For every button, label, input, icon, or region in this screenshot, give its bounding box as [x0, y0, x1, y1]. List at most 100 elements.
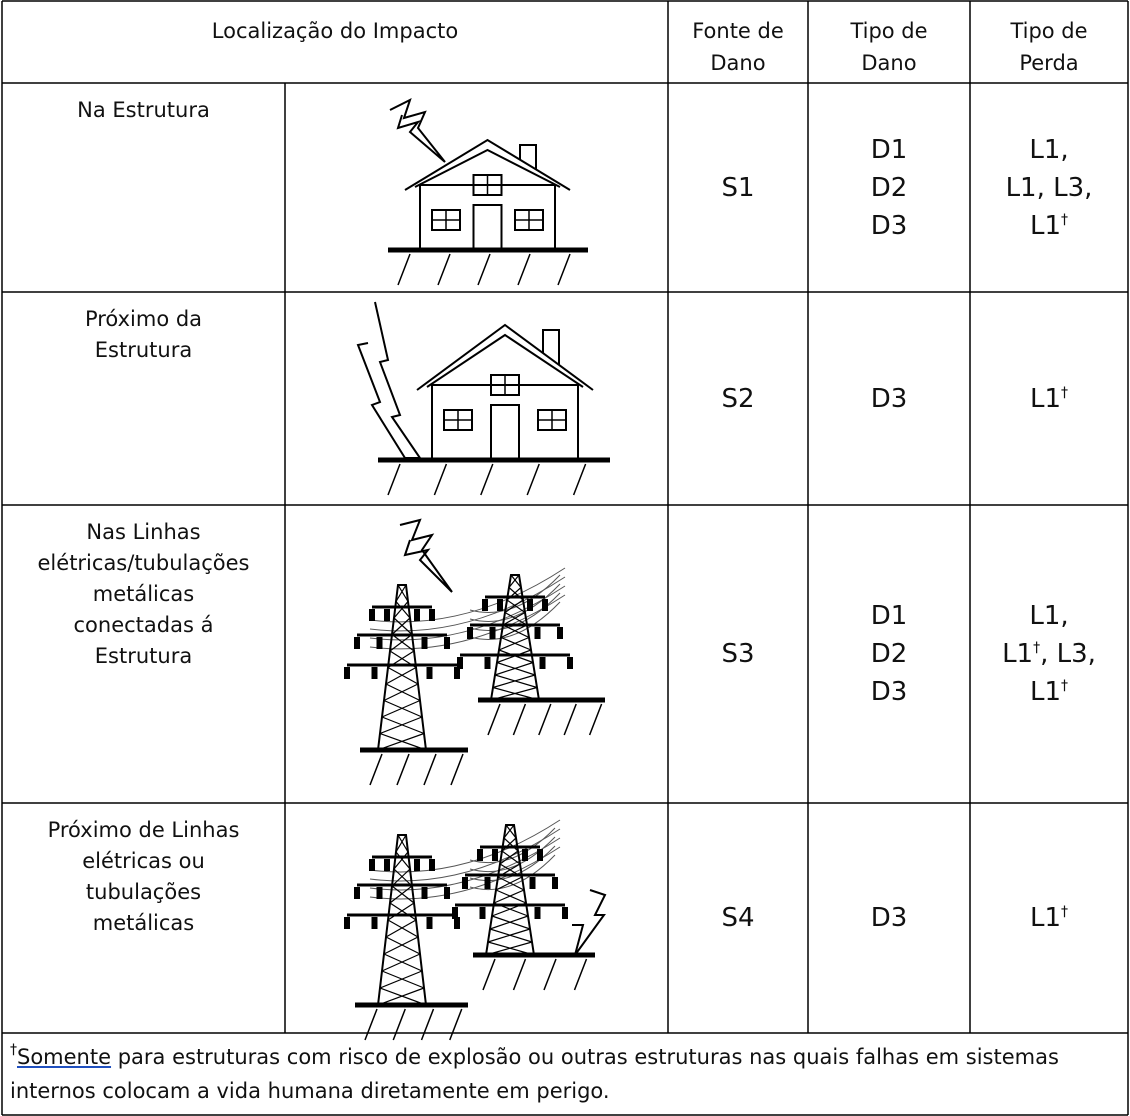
tower-brace	[389, 902, 417, 921]
roof	[404, 138, 571, 191]
tower-brace	[381, 716, 425, 735]
tower-brace	[391, 868, 411, 887]
roof	[416, 323, 594, 391]
tower-brace	[495, 876, 523, 891]
text-line: Fonte de	[692, 19, 784, 43]
text-line: tubulações	[85, 880, 202, 904]
tower-brace	[381, 953, 421, 972]
footnote: †Somente para estruturas com risco de ex…	[10, 1040, 1120, 1108]
insulator	[562, 907, 568, 919]
source-cell: S2	[668, 292, 808, 505]
insulator	[492, 849, 498, 861]
wire	[469, 836, 556, 873]
damage-cell: D3	[808, 292, 970, 505]
header-location: Localização do Impacto	[2, 1, 668, 83]
ground-hatch	[392, 1008, 406, 1041]
text-line: elétricas/tubulações	[37, 551, 250, 575]
tower-brace	[383, 683, 419, 702]
insulator	[467, 627, 473, 639]
dagger: †	[1061, 384, 1069, 401]
footnote-mark: †	[10, 1042, 17, 1058]
ground-hatch	[450, 753, 464, 786]
ground-hatch	[423, 753, 437, 786]
tower-brace	[381, 970, 425, 989]
house-body	[431, 384, 579, 461]
insulator	[529, 877, 536, 889]
text-line: Na Estrutura	[77, 98, 210, 122]
loss-text: L1,	[1029, 601, 1069, 631]
ground-hatch	[482, 958, 496, 991]
text-line: D3	[870, 903, 908, 933]
insulator	[539, 657, 546, 669]
insulator	[457, 657, 463, 669]
location-cell: Na Estrutura	[2, 83, 285, 292]
text-line: metálicas	[92, 911, 195, 935]
insulator	[421, 637, 428, 649]
wire	[469, 583, 561, 622]
header-source: Fonte de Dano	[668, 1, 808, 83]
insulator	[534, 627, 541, 639]
ground-hatch	[449, 1008, 463, 1041]
insulator	[534, 907, 541, 919]
tower-brace	[389, 634, 413, 652]
tower-brace	[393, 601, 409, 619]
insulator	[522, 849, 528, 861]
ground-hatch	[420, 1008, 435, 1041]
insulator	[384, 609, 390, 621]
insulator	[414, 859, 420, 871]
ground-hatch	[364, 1008, 378, 1041]
loss-line: L1†	[1030, 207, 1068, 245]
loss-cell: L1, L1, L3, L1†	[970, 83, 1128, 292]
insulator	[414, 609, 420, 621]
header-damage: Tipo de Dano	[808, 1, 970, 83]
tower-brace	[379, 716, 423, 735]
tower-brace	[504, 611, 528, 626]
roof-inner	[426, 333, 584, 388]
tower-brace	[377, 732, 425, 751]
source-cell: S1	[668, 83, 808, 292]
tower-brace	[393, 868, 413, 887]
source-text: S4	[721, 903, 755, 933]
insulator	[426, 667, 433, 679]
dagger: †	[1061, 211, 1069, 228]
loss-line: L1†	[1030, 380, 1068, 418]
ground-hatch	[487, 703, 501, 736]
wire	[369, 846, 561, 900]
tower-brace	[487, 928, 531, 943]
tower-brace	[503, 824, 515, 839]
insulator	[371, 667, 378, 679]
loss-cell: L1, L1†, L3, L1†	[970, 505, 1128, 803]
loss-text: , L3,	[1040, 639, 1096, 669]
tower-brace	[393, 851, 409, 870]
text-line: conectadas á	[73, 613, 214, 637]
source-text: S2	[721, 383, 755, 414]
lightning	[399, 518, 453, 593]
text-line: metálicas	[92, 582, 195, 606]
door	[472, 204, 503, 251]
text-line: elétricas ou	[82, 849, 205, 873]
dagger: †	[1061, 904, 1069, 920]
text-line: D1	[870, 601, 908, 631]
location-cell: Nas Linhas elétricas/tubulações metálicas c…	[2, 505, 285, 803]
tower-brace	[381, 699, 421, 718]
damage-cell: D1 D2 D3	[808, 505, 970, 803]
wire	[469, 574, 561, 613]
text-line: D2	[870, 172, 908, 203]
loss-line: L1†	[1030, 673, 1068, 711]
loss-cell: L1†	[970, 803, 1128, 1033]
tower-brace	[387, 902, 415, 921]
insulator	[344, 667, 350, 679]
insulator	[371, 917, 378, 929]
tower-brace	[498, 636, 530, 651]
insulator	[454, 667, 460, 679]
location-cell: Próximo de Linhas elétricas ou tubulações m…	[2, 803, 285, 1033]
ground-hatch	[588, 703, 603, 736]
dagger: †	[1033, 640, 1041, 656]
tower-brace	[506, 599, 526, 613]
insulator	[384, 859, 390, 871]
tower-brace	[500, 624, 528, 639]
source-cell: S4	[668, 803, 808, 1033]
ground-hatch	[538, 703, 552, 736]
tower-brace	[504, 599, 524, 613]
